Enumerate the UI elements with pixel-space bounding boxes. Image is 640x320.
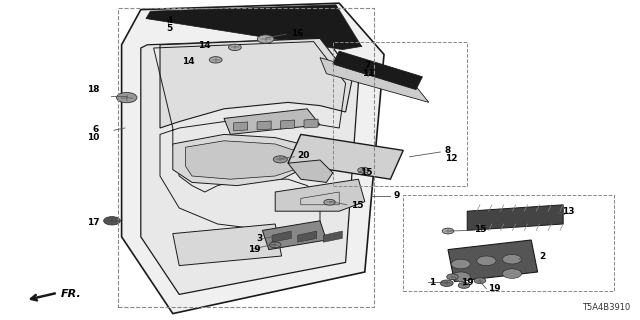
Circle shape bbox=[440, 280, 453, 286]
Text: 14: 14 bbox=[198, 41, 211, 50]
Polygon shape bbox=[288, 134, 403, 179]
Polygon shape bbox=[275, 179, 365, 211]
Polygon shape bbox=[224, 109, 320, 134]
Polygon shape bbox=[448, 240, 538, 282]
Text: 8: 8 bbox=[445, 146, 451, 155]
Circle shape bbox=[447, 274, 458, 280]
Text: 5: 5 bbox=[166, 24, 173, 33]
Polygon shape bbox=[288, 160, 333, 182]
Polygon shape bbox=[173, 134, 301, 186]
Polygon shape bbox=[173, 224, 282, 266]
Text: 19: 19 bbox=[248, 245, 261, 254]
Circle shape bbox=[257, 35, 274, 43]
Circle shape bbox=[104, 217, 120, 225]
Text: 19: 19 bbox=[461, 278, 474, 287]
Circle shape bbox=[474, 278, 486, 284]
Text: 15: 15 bbox=[360, 168, 372, 177]
Circle shape bbox=[442, 228, 454, 234]
Text: 4: 4 bbox=[166, 16, 173, 25]
Text: 14: 14 bbox=[182, 57, 195, 66]
Text: 7: 7 bbox=[365, 61, 371, 70]
Circle shape bbox=[502, 254, 522, 264]
Circle shape bbox=[209, 57, 222, 63]
Text: FR.: FR. bbox=[61, 289, 81, 299]
Polygon shape bbox=[234, 122, 248, 131]
Polygon shape bbox=[323, 231, 342, 242]
Polygon shape bbox=[320, 58, 429, 102]
Polygon shape bbox=[298, 231, 317, 242]
Circle shape bbox=[228, 44, 241, 51]
Text: 18: 18 bbox=[86, 85, 99, 94]
Text: 16: 16 bbox=[291, 29, 304, 38]
Text: 13: 13 bbox=[562, 207, 575, 216]
Text: 1: 1 bbox=[429, 278, 435, 287]
Polygon shape bbox=[122, 3, 384, 314]
Circle shape bbox=[451, 259, 470, 269]
Circle shape bbox=[269, 242, 281, 248]
Circle shape bbox=[324, 199, 335, 205]
Polygon shape bbox=[146, 5, 362, 50]
Text: 6: 6 bbox=[93, 125, 99, 134]
Text: 19: 19 bbox=[488, 284, 500, 293]
Polygon shape bbox=[257, 121, 271, 130]
Text: 3: 3 bbox=[256, 234, 262, 243]
Polygon shape bbox=[280, 120, 294, 129]
Circle shape bbox=[273, 156, 287, 163]
Text: 15: 15 bbox=[474, 225, 486, 234]
Polygon shape bbox=[333, 51, 422, 90]
Circle shape bbox=[477, 256, 496, 266]
Polygon shape bbox=[141, 38, 358, 294]
Polygon shape bbox=[262, 221, 326, 250]
Circle shape bbox=[502, 269, 522, 278]
Polygon shape bbox=[272, 231, 291, 242]
Polygon shape bbox=[467, 205, 563, 230]
Text: 12: 12 bbox=[445, 154, 458, 163]
Text: 20: 20 bbox=[298, 151, 310, 160]
Text: 11: 11 bbox=[362, 69, 374, 78]
Text: 15: 15 bbox=[351, 201, 364, 210]
Circle shape bbox=[358, 167, 369, 173]
Text: 9: 9 bbox=[394, 191, 400, 200]
Text: T5A4B3910: T5A4B3910 bbox=[582, 303, 630, 312]
Circle shape bbox=[451, 272, 470, 282]
Polygon shape bbox=[160, 38, 352, 128]
Circle shape bbox=[458, 283, 470, 288]
Text: 17: 17 bbox=[86, 218, 99, 227]
Text: 10: 10 bbox=[87, 133, 99, 142]
Polygon shape bbox=[304, 119, 318, 128]
Polygon shape bbox=[186, 141, 294, 179]
Text: 2: 2 bbox=[539, 252, 545, 261]
Circle shape bbox=[116, 92, 137, 103]
